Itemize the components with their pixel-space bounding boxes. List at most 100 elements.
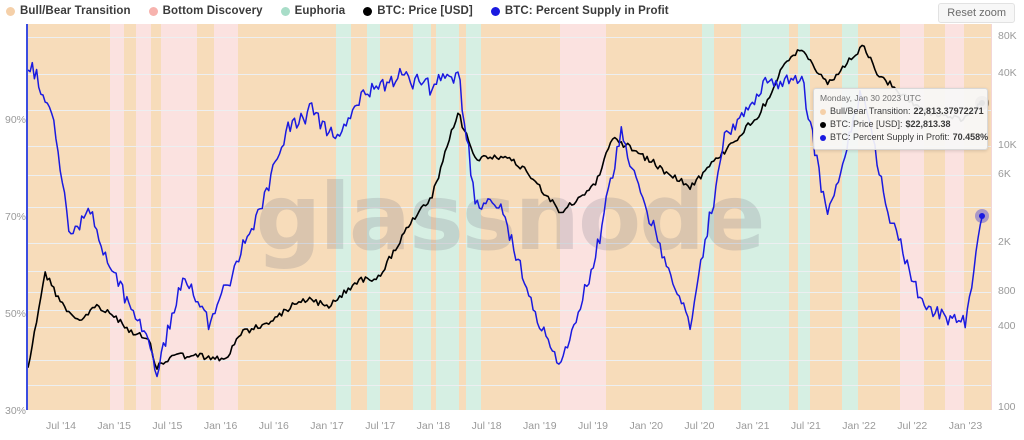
tooltip-row: BTC: Price [USD]: $22,813.38 <box>820 118 981 131</box>
chart-band <box>480 24 560 410</box>
legend-dot-icon <box>6 6 15 16</box>
x-axis-tick: Jan '18 <box>416 420 451 432</box>
series-end-marker <box>979 212 986 219</box>
series-line <box>28 61 984 378</box>
gridline <box>28 292 991 293</box>
x-axis-tick: Jul '15 <box>152 420 183 432</box>
right-axis-tick: 80K <box>998 30 1017 42</box>
tooltip-row-label: BTC: Percent Supply in Profit: <box>830 132 950 143</box>
series-line <box>28 44 983 370</box>
legend-dot-icon <box>148 6 158 16</box>
chart-band <box>702 24 714 410</box>
tooltip-series-dot-icon <box>820 121 826 128</box>
chart-band <box>466 24 481 410</box>
tooltip-row: Bull/Bear Transition: 22,813.37972271 <box>820 105 984 118</box>
chart-band <box>28 24 110 410</box>
tooltip-row-value: 22,813.37972271 <box>913 106 984 116</box>
gridline <box>28 74 991 75</box>
legend-dot-icon <box>280 6 290 16</box>
legend-item[interactable]: Bull/Bear Transition <box>6 5 131 17</box>
tooltip-date: Monday, Jan 30 2023 UTC <box>820 93 921 103</box>
right-axis-line <box>991 24 992 410</box>
gridline <box>28 327 991 328</box>
x-axis-tick: Jan '19 <box>523 420 557 432</box>
gridline <box>28 271 991 272</box>
gridline <box>28 385 991 386</box>
x-axis-tick: Jan '23 <box>948 420 983 432</box>
right-axis-tick: 100 <box>998 401 1016 413</box>
legend-item-label: BTC: Percent Supply in Profit <box>504 5 669 17</box>
chart-band <box>366 24 381 410</box>
chart-band <box>788 24 799 410</box>
tooltip-row-value: 70.458% <box>952 132 989 143</box>
gridline <box>28 175 991 176</box>
gridline <box>28 360 991 361</box>
legend-dot-icon <box>363 6 373 16</box>
left-axis-tick: 90% <box>4 114 26 126</box>
right-axis-tick: 10K <box>998 139 1017 151</box>
x-axis-tick: Jan '22 <box>842 420 876 432</box>
series-layer <box>28 44 984 378</box>
chart-band <box>413 24 431 410</box>
left-axis-line <box>26 24 28 410</box>
legend-item[interactable]: BTC: Percent Supply in Profit <box>490 5 669 17</box>
right-axis-tick: 2K <box>998 236 1011 248</box>
chart-band <box>430 24 437 410</box>
left-axis-tick: 50% <box>4 308 26 320</box>
x-axis-tick: Jul '18 <box>471 420 502 432</box>
legend-item-label: Bottom Discovery <box>162 5 263 17</box>
gridline <box>28 37 991 38</box>
legend-item[interactable]: Euphoria <box>280 5 346 17</box>
legend-item[interactable]: BTC: Price [USD] <box>363 5 473 17</box>
x-axis-tick: Jul '14 <box>45 420 76 432</box>
x-axis-tick: Jul '16 <box>258 420 289 432</box>
gridline <box>28 207 991 208</box>
chart-band <box>160 24 197 410</box>
legend-item[interactable]: Bottom Discovery <box>148 5 263 17</box>
chart-tooltip: Monday, Jan 30 2023 UTC Bull/Bear Transi… <box>813 88 988 151</box>
chart-band <box>124 24 136 410</box>
legend-item-label: Bull/Bear Transition <box>20 5 131 17</box>
tooltip-series-dot-icon <box>820 134 826 141</box>
right-axis-tick: 6K <box>998 168 1011 180</box>
left-axis-tick: 70% <box>4 211 26 223</box>
x-axis-tick: Jul '19 <box>578 420 609 432</box>
legend-item-label: BTC: Price [USD] <box>377 5 473 17</box>
chart-band <box>740 24 789 410</box>
x-axis-tick: Jan '16 <box>203 420 238 432</box>
gridline <box>28 243 991 244</box>
legend-dot-icon <box>490 6 500 16</box>
x-axis-tick: Jul '20 <box>684 420 715 432</box>
chart-band <box>109 24 125 410</box>
x-axis-tick: Jul '22 <box>897 420 928 432</box>
gridline <box>28 146 991 147</box>
chart-band <box>135 24 152 410</box>
chart-plot-area[interactable]: glassnode <box>28 24 991 410</box>
tooltip-rows: Bull/Bear Transition: 22,813.37972271 BTC:… <box>820 105 988 144</box>
chart-band <box>798 24 810 410</box>
x-axis-tick: Jan '15 <box>97 420 131 432</box>
chart-band <box>559 24 606 410</box>
tooltip-row: BTC: Percent Supply in Profit: 70.458% <box>820 131 988 144</box>
chart-band <box>196 24 214 410</box>
tooltip-row-label: BTC: Price [USD]: <box>830 119 903 130</box>
chart-band <box>350 24 367 410</box>
tooltip-row-value: $22,813.38 <box>905 119 951 130</box>
tooltip-row-label: Bull/Bear Transition: <box>830 106 911 116</box>
right-axis-tick: 400 <box>998 320 1016 332</box>
left-axis-tick: 30% <box>4 405 26 417</box>
chart-band <box>237 24 337 410</box>
x-axis-tick: Jan '17 <box>310 420 344 432</box>
gridline <box>28 110 991 111</box>
gridline <box>28 310 991 311</box>
chart-band <box>436 24 460 410</box>
chart-legend: Bull/Bear Transition Bottom Discovery Euph… <box>0 0 1024 22</box>
legend-item-label: Euphoria <box>294 5 346 17</box>
right-axis-tick: 800 <box>998 285 1016 297</box>
chart-band <box>151 24 161 410</box>
chart-band <box>459 24 467 410</box>
x-axis-tick: Jul '17 <box>365 420 396 432</box>
reset-zoom-button[interactable]: Reset zoom <box>938 3 1015 24</box>
chart-band <box>713 24 741 410</box>
tooltip-series-dot-icon <box>820 108 826 115</box>
